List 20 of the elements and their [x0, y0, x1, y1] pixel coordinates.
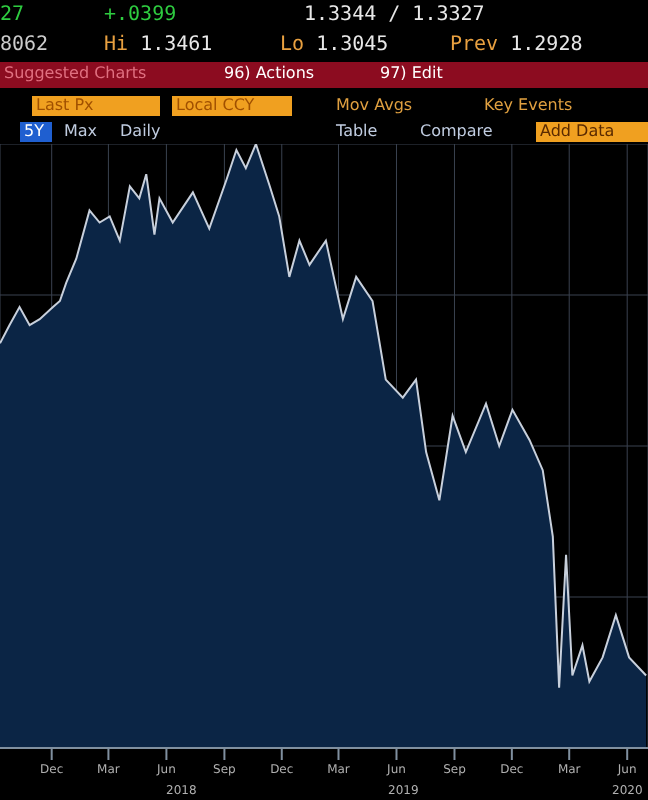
text: 97) Edit — [380, 64, 443, 84]
text: Suggested Charts — [4, 64, 147, 84]
text: Mov Avgs — [336, 96, 413, 116]
text: 5Y — [20, 122, 52, 142]
text: Daily — [120, 122, 161, 142]
text: Max — [64, 122, 98, 142]
text: Add Data — [536, 122, 648, 142]
text: Prev 1.2928 — [450, 34, 583, 56]
text: Local CCY — [172, 96, 292, 116]
text: 96) Actions — [224, 64, 315, 84]
text: 8062 — [0, 34, 49, 58]
text: +.0399 — [104, 4, 177, 28]
text: Key Events — [484, 96, 573, 116]
text: Table — [336, 122, 378, 142]
text: Last Px — [32, 96, 160, 116]
text: 27 — [0, 4, 25, 28]
text: Compare — [420, 122, 493, 142]
text: Lo 1.3045 — [280, 34, 389, 56]
text: 1.3344 / 1.3327 — [304, 4, 485, 28]
text: Hi 1.3461 — [104, 34, 213, 56]
